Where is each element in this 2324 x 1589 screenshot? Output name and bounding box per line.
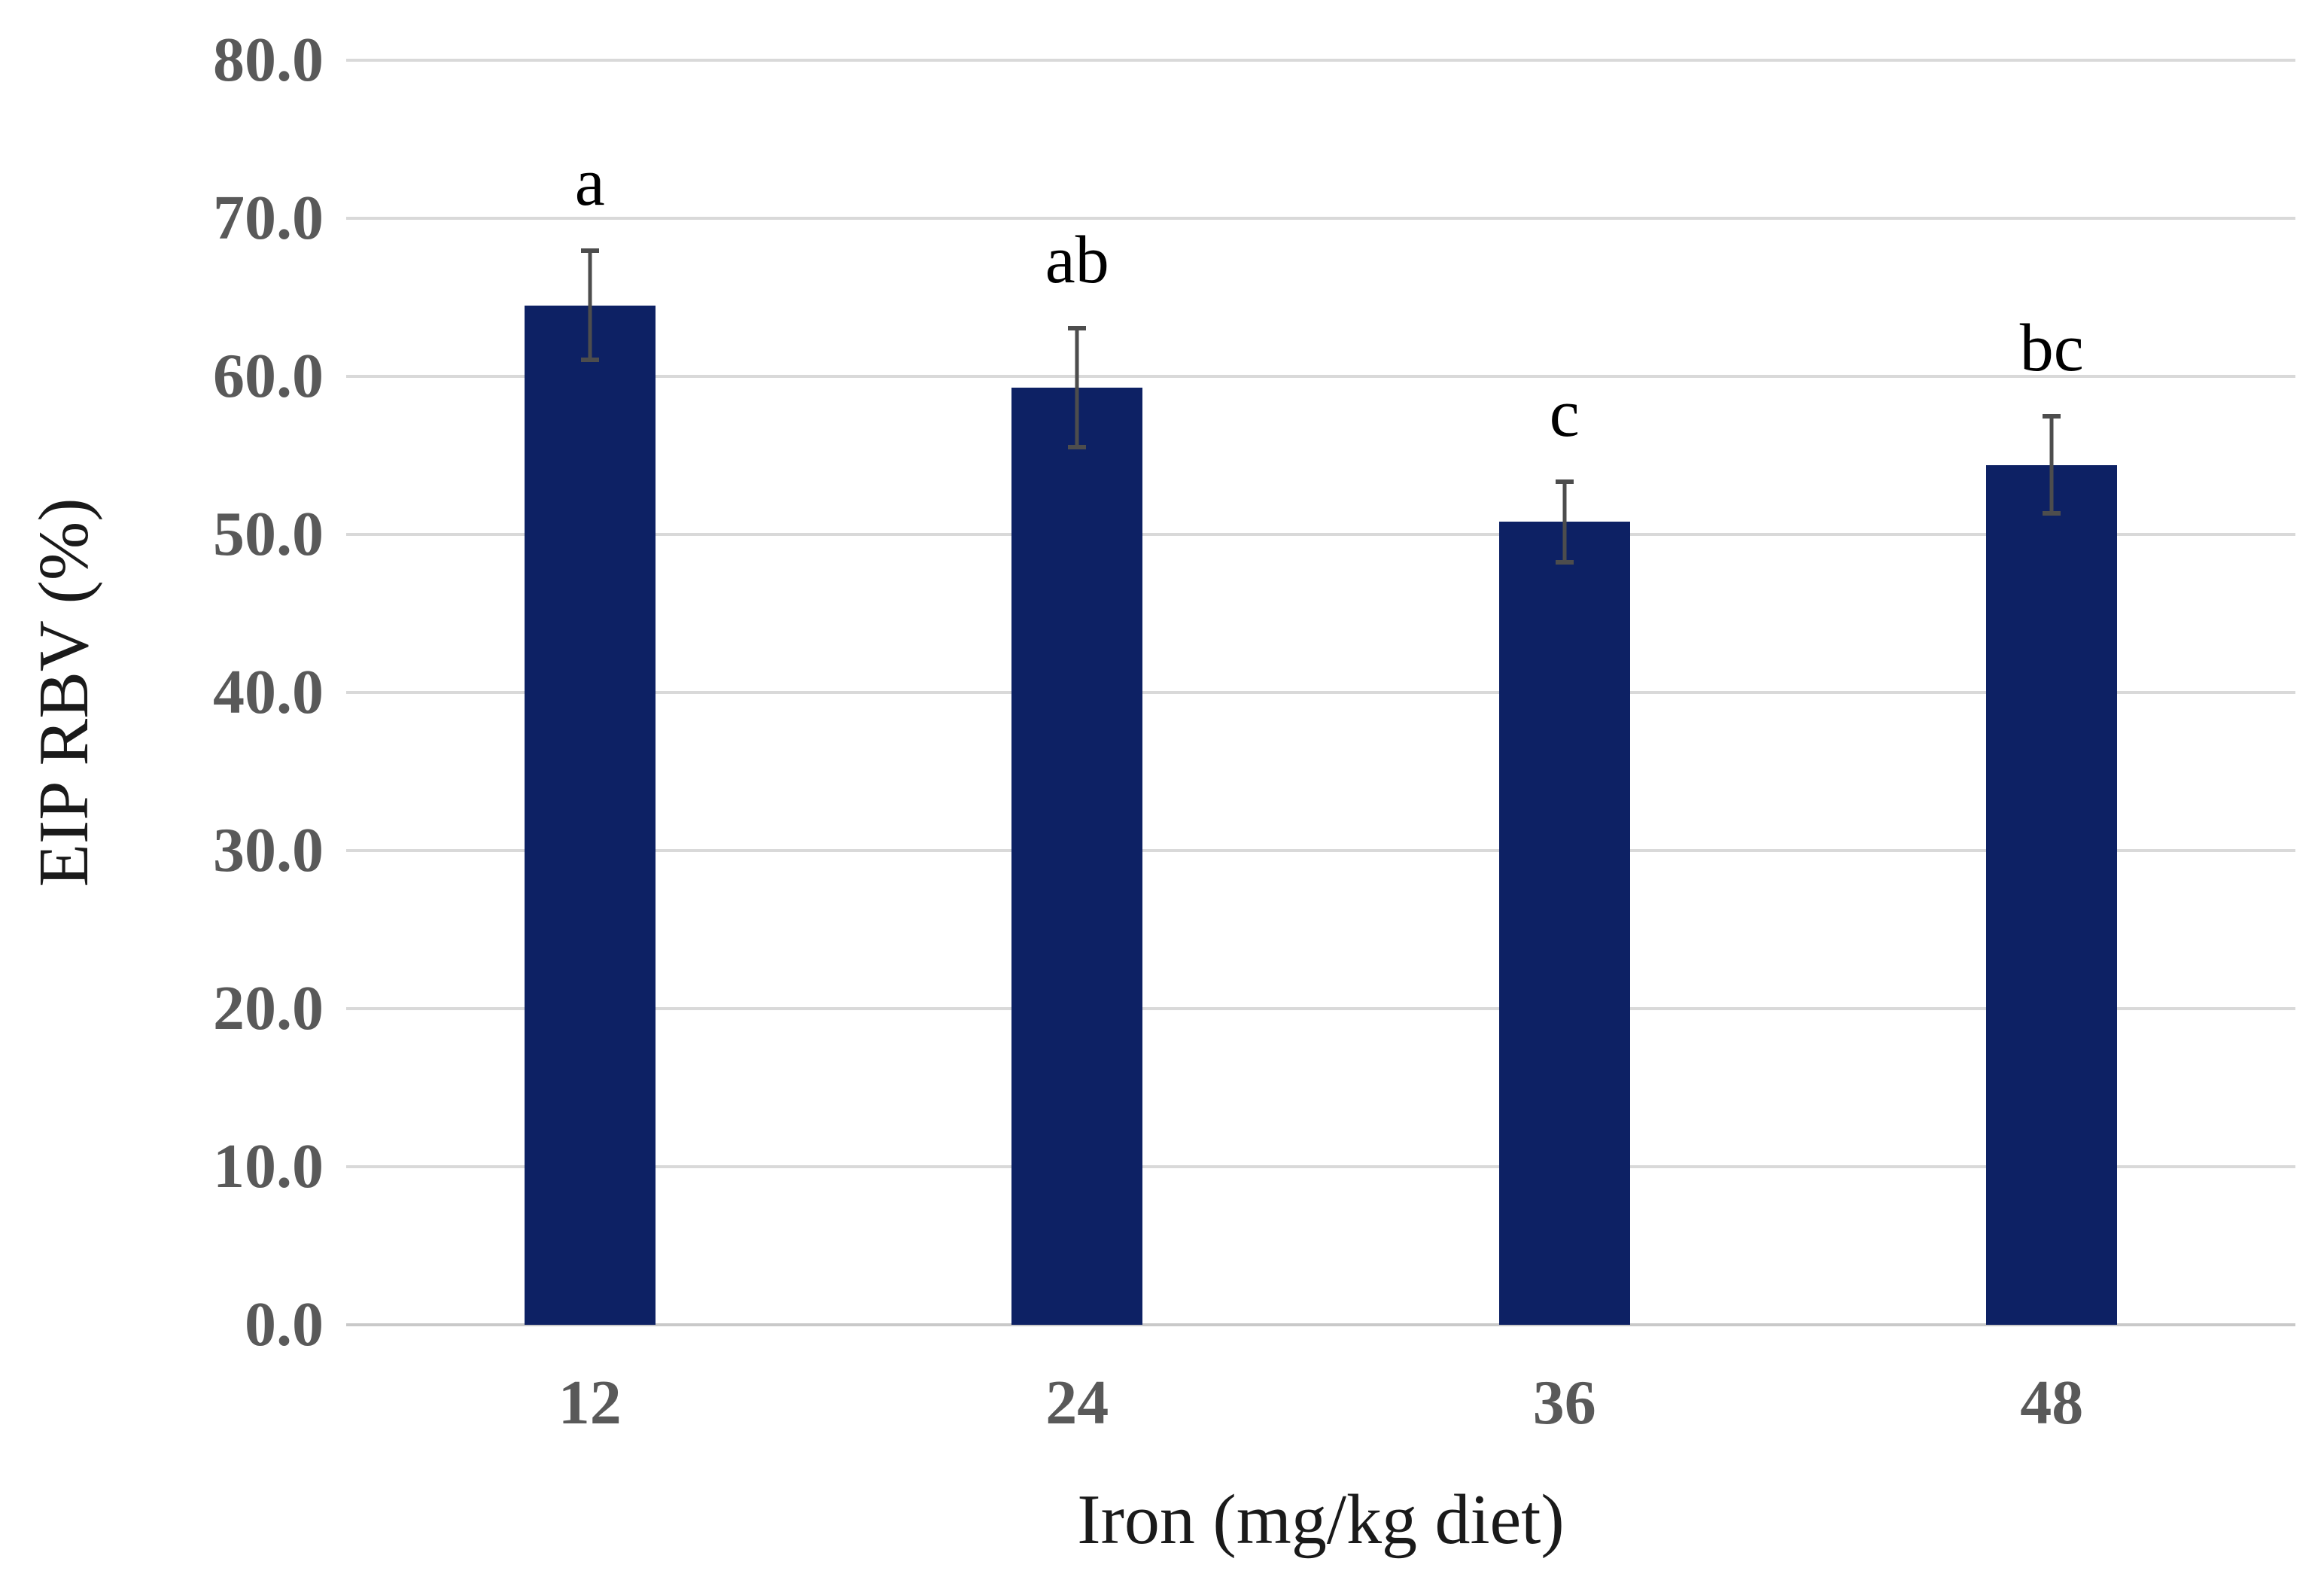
error-bar [580,248,599,363]
x-axis-title: Iron (mg/kg diet) [1077,1481,1565,1559]
y-tick-label: 0.0 [245,1289,324,1359]
error-bar [2043,414,2061,516]
bar [1011,387,1143,1325]
significance-letter: a [574,145,605,220]
y-tick-label: 40.0 [213,657,324,727]
gridline [346,691,2295,694]
error-bar-cap-bottom [1555,559,1574,565]
bar [1498,522,1630,1325]
error-bar-line [2049,414,2054,516]
y-tick-label: 30.0 [213,815,324,885]
gridline [346,375,2295,378]
x-tick-label: 48 [2020,1368,2084,1438]
y-axis-tick-labels: 0.0 10.0 20.0 30.0 40.0 50.0 60.0 70.0 80.0 [0,29,324,1356]
error-bar-line [1075,325,1079,449]
y-tick-label: 70.0 [213,183,324,253]
x-tick-label: 36 [1532,1368,1596,1438]
y-tick-label: 50.0 [213,499,324,569]
bar [524,305,656,1325]
error-bar-cap-top [1555,479,1574,484]
error-bar-line [1562,479,1567,565]
error-bar-cap-top [580,248,599,253]
significance-letter: ab [1045,222,1109,297]
gridline [346,1007,2295,1010]
gridline [346,849,2295,852]
gridline [346,533,2295,536]
x-tick-label: 24 [1045,1368,1109,1438]
significance-letter: c [1549,376,1580,451]
bar [1986,464,2118,1325]
significance-letter: bc [2019,311,2084,386]
error-bar-cap-bottom [580,358,599,363]
y-tick-label: 20.0 [213,973,324,1043]
y-tick-label: 10.0 [213,1131,324,1201]
gridline [346,1165,2295,1168]
y-tick-label: 80.0 [213,25,324,95]
error-bar-line [588,248,592,363]
gridline [346,217,2295,220]
error-bar-cap-bottom [2043,510,2061,516]
error-bar-cap-bottom [1068,444,1087,449]
x-axis-line [346,1323,2295,1326]
y-tick-label: 60.0 [213,341,324,411]
plot-area: a ab c bc [346,59,2295,1326]
x-axis-tick-labels: 12 24 36 48 [346,1325,2295,1490]
error-bar [1555,479,1574,565]
error-bar-cap-top [1068,325,1087,330]
x-tick-label: 12 [558,1368,622,1438]
error-bar [1068,325,1087,449]
error-bar-cap-top [2043,414,2061,419]
gridline [346,59,2295,62]
